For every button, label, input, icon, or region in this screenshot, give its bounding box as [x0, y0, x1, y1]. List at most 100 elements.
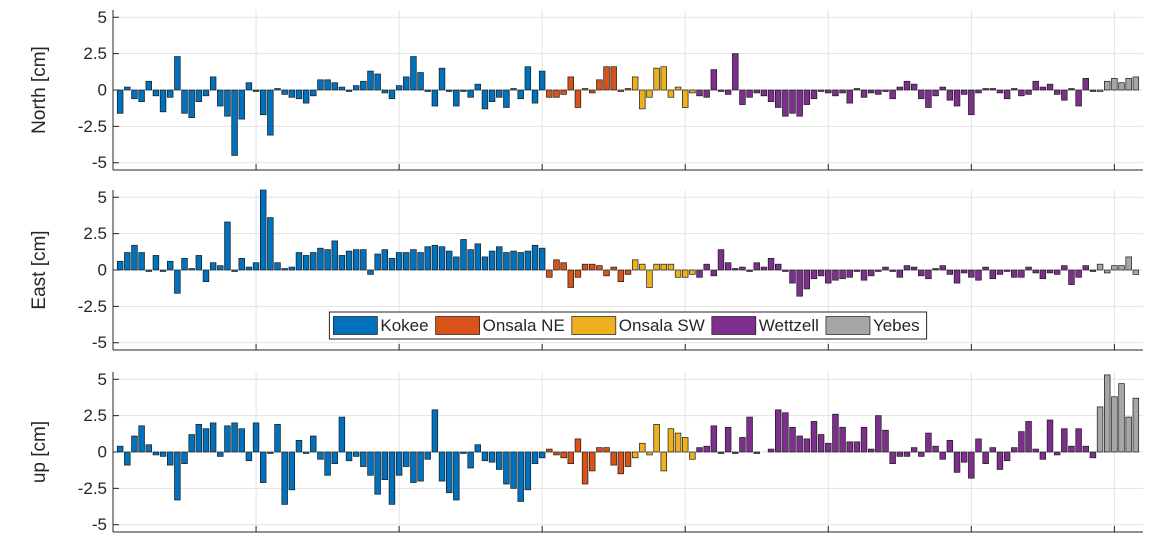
- bar: [703, 445, 710, 453]
- bar: [882, 89, 889, 92]
- bar: [496, 451, 503, 470]
- bar: [596, 79, 603, 91]
- bar: [388, 451, 396, 505]
- legend-label: Kokee: [380, 316, 428, 335]
- bar: [796, 435, 803, 453]
- bar: [610, 66, 617, 91]
- bar: [288, 451, 296, 491]
- bar: [531, 451, 539, 464]
- bar: [395, 252, 403, 271]
- bar: [217, 265, 224, 271]
- legend-swatch: [333, 316, 378, 335]
- bar: [782, 269, 789, 272]
- bar: [138, 252, 145, 271]
- bar: [889, 89, 896, 100]
- bar: [832, 269, 839, 281]
- bar: [181, 451, 188, 464]
- bar: [460, 89, 467, 92]
- bar: [524, 66, 532, 91]
- bar: [968, 269, 975, 278]
- bar: [732, 268, 739, 271]
- bar: [1011, 88, 1018, 91]
- bar: [159, 451, 167, 457]
- bar: [639, 263, 646, 271]
- bar: [710, 69, 718, 91]
- bar: [732, 53, 739, 91]
- bar: [1068, 269, 1075, 285]
- bar: [882, 429, 889, 453]
- bar: [217, 89, 224, 107]
- bar: [116, 89, 124, 114]
- bar: [968, 451, 975, 479]
- bar: [245, 82, 253, 91]
- bar: [996, 451, 1004, 470]
- bar: [360, 249, 367, 271]
- bar: [789, 89, 796, 114]
- bar: [932, 268, 939, 271]
- bar: [760, 89, 768, 97]
- bar: [789, 426, 796, 453]
- bar: [603, 447, 610, 453]
- bar: [116, 445, 124, 453]
- bar: [567, 451, 574, 464]
- bar: [295, 89, 303, 100]
- bar: [310, 252, 317, 271]
- bar: [324, 451, 331, 476]
- bar: [152, 255, 160, 271]
- bar: [231, 269, 238, 272]
- bar: [631, 451, 639, 459]
- bar: [145, 269, 152, 272]
- bar: [274, 88, 281, 91]
- bar: [767, 448, 775, 453]
- bar: [167, 451, 174, 466]
- legend-label: Wettzell: [759, 316, 819, 335]
- bar: [1039, 451, 1047, 460]
- bar: [174, 269, 181, 294]
- bar: [252, 89, 260, 92]
- bar: [1039, 86, 1047, 91]
- bar: [474, 83, 482, 91]
- bar: [1118, 265, 1125, 271]
- bar: [739, 266, 746, 271]
- bar: [1082, 78, 1089, 91]
- bar: [267, 451, 274, 454]
- bar: [481, 451, 489, 462]
- bar: [445, 451, 453, 494]
- bar: [946, 89, 954, 101]
- bar: [875, 415, 882, 453]
- bar: [653, 67, 660, 91]
- y-axis-label: up [cm]: [29, 421, 50, 483]
- bar: [925, 432, 932, 453]
- bar: [1053, 451, 1061, 456]
- bar: [431, 409, 439, 453]
- y-tick-label: 5: [98, 370, 107, 389]
- bar: [846, 89, 853, 104]
- bar: [538, 247, 546, 271]
- panel: -5 -2.5 0 2.5 5 East [cm] Kokee Onsala NE Onsala…: [29, 188, 1143, 352]
- bar: [259, 451, 267, 483]
- bar: [574, 438, 582, 453]
- bar: [839, 426, 846, 453]
- bar: [589, 451, 596, 472]
- legend-label: Onsala NE: [483, 316, 565, 335]
- bar: [639, 442, 646, 453]
- bar: [281, 89, 288, 95]
- bar: [1118, 82, 1125, 91]
- bar: [1075, 269, 1082, 278]
- bar: [410, 56, 417, 91]
- bar: [467, 451, 474, 469]
- bar: [946, 269, 954, 275]
- bar: [488, 451, 496, 463]
- bar: [860, 269, 868, 281]
- bar: [553, 259, 560, 271]
- bar: [188, 434, 195, 453]
- bar: [617, 89, 625, 92]
- bar: [696, 447, 703, 453]
- bar: [388, 258, 396, 271]
- bar: [302, 255, 310, 271]
- bar: [724, 89, 732, 95]
- bar: [581, 451, 589, 485]
- bar: [124, 86, 131, 91]
- bar: [782, 412, 789, 453]
